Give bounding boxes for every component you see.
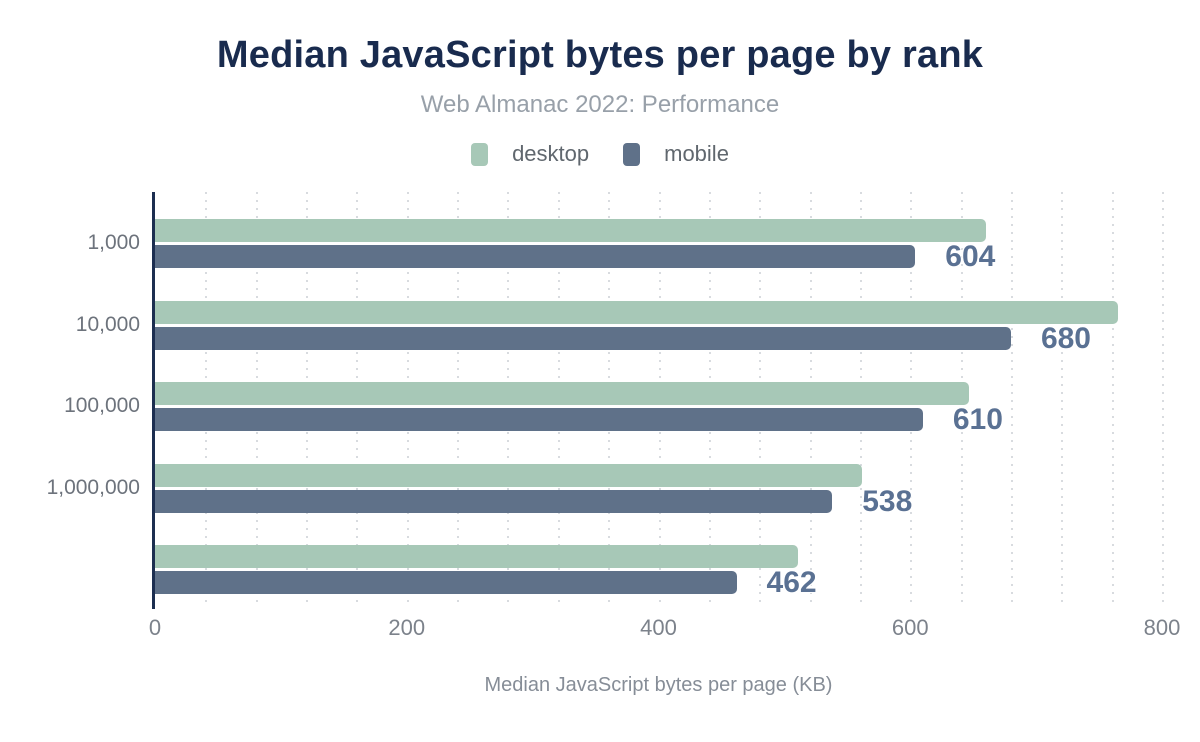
bar-mobile[interactable] <box>155 326 1011 350</box>
x-tick-label: 800 <box>1143 615 1181 640</box>
bar-row-desktop <box>155 382 1162 406</box>
bar-desktop[interactable] <box>155 300 1118 324</box>
chart-subtitle: Web Almanac 2022: Performance <box>420 91 780 118</box>
bar-group: 10,000 680 <box>76 274 1162 356</box>
data-label-mobile: 604 <box>945 240 996 273</box>
bar-group: 462 <box>155 518 1162 600</box>
data-label-mobile: 462 <box>766 566 817 600</box>
legend-item-mobile: mobile <box>623 141 729 167</box>
legend-item-desktop: desktop <box>471 141 589 167</box>
bar-row-desktop <box>155 545 1162 569</box>
bar-row-mobile: 680 <box>155 321 1162 355</box>
bar-row-mobile: 604 <box>155 240 1162 273</box>
x-tick-label: 400 <box>640 615 677 640</box>
bar-groups: 1,000 604 10,000 680 100,000 610 1,000,000 538 4… <box>47 192 1162 600</box>
x-tick-label: 600 <box>891 615 929 640</box>
gridline <box>1010 192 1013 605</box>
bar-desktop[interactable] <box>155 463 863 487</box>
bar-mobile[interactable] <box>155 245 916 268</box>
data-label-mobile: 538 <box>862 484 913 518</box>
x-axis-ticks: 0 200 400 600 800 <box>149 615 1180 643</box>
x-tick-label: 200 <box>388 615 426 640</box>
bar-row-desktop <box>155 219 1162 242</box>
desktop-color-swatch-icon <box>471 142 489 166</box>
gridline <box>1061 192 1064 605</box>
legend: desktop mobile <box>0 141 1200 167</box>
legend-label-desktop: desktop <box>512 141 590 166</box>
bar-mobile[interactable] <box>155 489 833 513</box>
y-axis-category-label: 100,000 <box>64 394 140 418</box>
y-axis-category-label: 1,000,000 <box>46 475 140 499</box>
chart-title: Median JavaScript bytes per page by rank <box>216 34 984 76</box>
bar-desktop[interactable] <box>155 545 799 569</box>
bar-group: 1,000 604 <box>87 192 1162 274</box>
gridline <box>1162 192 1164 605</box>
mobile-color-swatch-icon <box>623 142 641 166</box>
legend-label-mobile: mobile <box>664 141 729 166</box>
bar-row-desktop <box>155 300 1162 324</box>
y-axis-line <box>152 192 155 609</box>
bar-group: 1,000,000 538 <box>47 437 1162 519</box>
plot-area: 1,000 604 10,000 680 100,000 610 1,000,000 538 4… <box>47 192 1164 605</box>
x-axis-title: Median JavaScript bytes per page (KB) <box>484 674 833 696</box>
data-label-mobile: 680 <box>1040 321 1091 355</box>
bar-row-desktop <box>155 463 1162 487</box>
bar-group: 100,000 610 <box>64 355 1162 437</box>
y-axis-category-label: 1,000 <box>87 231 140 254</box>
bar-row-mobile: 610 <box>155 403 1162 437</box>
y-axis-category-label: 10,000 <box>75 312 140 336</box>
bar-row-mobile: 462 <box>155 566 1162 600</box>
data-label-mobile: 610 <box>952 403 1003 437</box>
bar-mobile[interactable] <box>155 571 737 595</box>
x-tick-label: 0 <box>148 615 162 640</box>
bar-mobile[interactable] <box>155 408 923 432</box>
bar-desktop[interactable] <box>155 382 970 406</box>
bar-desktop[interactable] <box>155 219 986 242</box>
bar-row-mobile: 538 <box>155 484 1162 518</box>
gridline <box>1111 192 1114 605</box>
chart-plot-region: 1,000 604 10,000 680 100,000 610 1,000,000 538 4… <box>0 192 1200 742</box>
